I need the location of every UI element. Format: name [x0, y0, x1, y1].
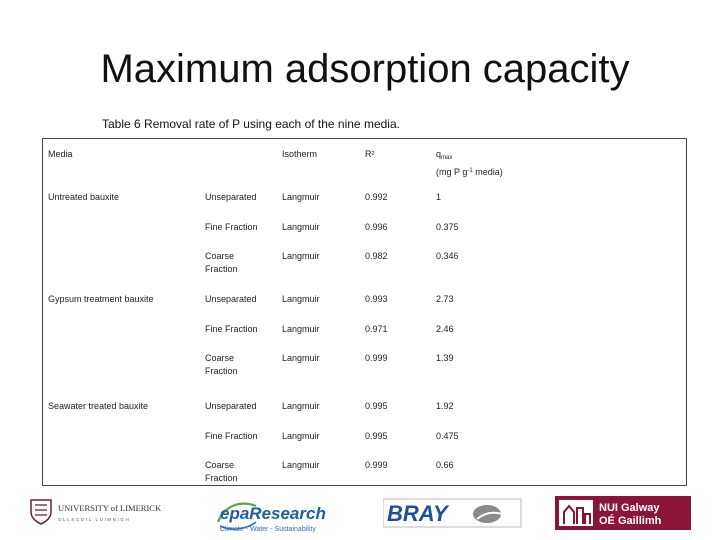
- r2-cell: 0.992: [365, 192, 388, 202]
- data-table: Media Isotherm R² qmax (mg P g-1 media) …: [42, 138, 687, 486]
- r2-cell: 0.993: [365, 294, 388, 304]
- qmax-cell: 1: [436, 192, 442, 202]
- isotherm-cell: Langmuir: [282, 222, 320, 232]
- fraction-cell: Unseparated: [205, 401, 257, 411]
- nui-logo-line2: OÉ Gaillimh: [599, 514, 662, 527]
- bray-logo: BRAY: [383, 498, 522, 528]
- fraction-cell: Fine Fraction: [205, 222, 258, 232]
- nui-galway-logo: NUI Galway OÉ Gaillimh: [555, 496, 691, 530]
- isotherm-cell: Langmuir: [282, 431, 320, 441]
- fraction-cell: Coarse: [205, 251, 235, 261]
- header-qmax-symbol: q: [436, 149, 442, 159]
- isotherm-cell: Langmuir: [282, 294, 320, 304]
- qmax-cell: 1.92: [436, 401, 454, 411]
- fraction-cell-line2: Fraction: [205, 473, 238, 483]
- epa-logo-name: epaResearch: [220, 504, 326, 523]
- qmax-cell: 0.475: [436, 431, 459, 441]
- header-media: Media: [48, 149, 73, 159]
- slide-title: Maximum adsorption capacity: [100, 47, 630, 91]
- fraction-cell: Unseparated: [205, 294, 257, 304]
- fraction-cell: Fine Fraction: [205, 324, 258, 334]
- r2-cell: 0.995: [365, 431, 388, 441]
- bray-logo-name: BRAY: [387, 501, 450, 526]
- isotherm-cell: Langmuir: [282, 353, 320, 363]
- isotherm-cell: Langmuir: [282, 401, 320, 411]
- qmax-cell: 1.39: [436, 353, 454, 363]
- qmax-cell: 2.73: [436, 294, 454, 304]
- university-of-limerick-logo: UNIVERSITY of LIMERICK OLLSCOIL LUIMNIGH: [30, 499, 162, 525]
- isotherm-cell: Langmuir: [282, 251, 320, 261]
- header-qmax-subscript: max: [441, 155, 453, 161]
- qmax-cell: 0.66: [436, 460, 454, 470]
- isotherm-cell: Langmuir: [282, 324, 320, 334]
- qmax-cell: 0.375: [436, 222, 459, 232]
- r2-cell: 0.982: [365, 251, 388, 261]
- fraction-cell: Coarse: [205, 353, 235, 363]
- fraction-cell: Fine Fraction: [205, 431, 258, 441]
- header-r2: R²: [365, 149, 375, 159]
- epa-research-logo: epaResearch Climate - Water - Sustainabi…: [216, 502, 326, 533]
- header-isotherm: Isotherm: [282, 149, 318, 159]
- r2-cell: 0.999: [365, 353, 388, 363]
- qmax-cell: 2.46: [436, 324, 454, 334]
- header-qmax: qmax (mg P g-1 media): [436, 148, 503, 179]
- header-qmax-unit-end: media): [472, 167, 503, 177]
- epa-logo-sub: Climate - Water - Sustainability: [220, 526, 316, 533]
- media-group-name: Seawater treated bauxite: [48, 401, 149, 411]
- media-group-name: Gypsum treatment bauxite: [48, 294, 154, 304]
- fraction-cell-line2: Fraction: [205, 264, 238, 274]
- r2-cell: 0.995: [365, 401, 388, 411]
- header-qmax-unit: (mg P g: [436, 167, 468, 177]
- fraction-cell: Unseparated: [205, 192, 257, 202]
- fraction-cell-line2: Fraction: [205, 366, 238, 376]
- fraction-cell: Coarse: [205, 460, 235, 470]
- ul-logo-sub: OLLSCOIL LUIMNIGH: [58, 517, 130, 522]
- nui-logo-line1: NUI Galway: [599, 502, 660, 514]
- table-caption: Table 6 Removal rate of P using each of …: [102, 117, 400, 131]
- r2-cell: 0.971: [365, 324, 388, 334]
- header-qmax-unit-exponent: -1: [467, 168, 473, 174]
- ul-logo-name: UNIVERSITY of LIMERICK: [58, 503, 162, 513]
- r2-cell: 0.996: [365, 222, 388, 232]
- isotherm-cell: Langmuir: [282, 460, 320, 470]
- qmax-cell: 0.346: [436, 251, 459, 261]
- r2-cell: 0.999: [365, 460, 388, 470]
- isotherm-cell: Langmuir: [282, 192, 320, 202]
- media-group-name: Untreated bauxite: [48, 192, 120, 202]
